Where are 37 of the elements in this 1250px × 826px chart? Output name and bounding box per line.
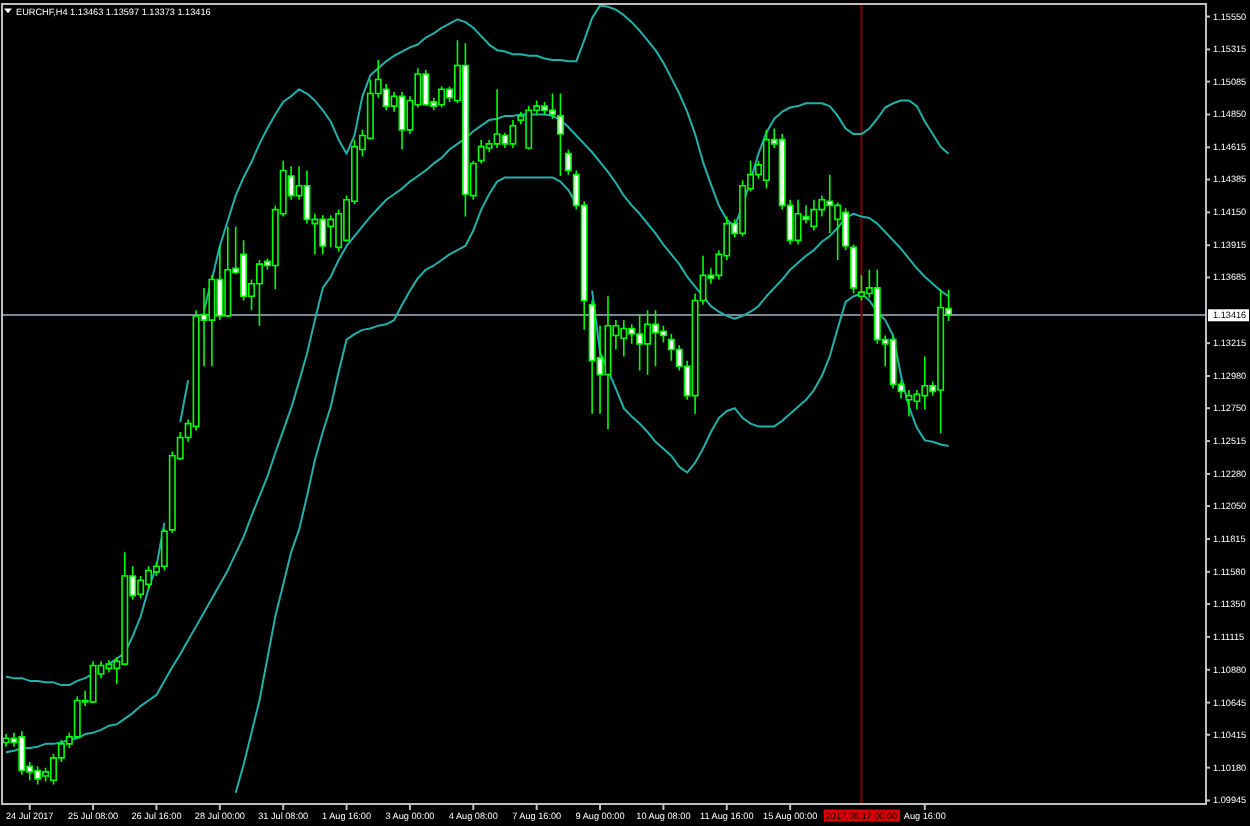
candlestick <box>477 138 485 165</box>
line-series <box>4 113 950 754</box>
candlestick <box>620 319 628 358</box>
candlestick <box>667 333 675 362</box>
candlestick <box>810 199 818 232</box>
candlestick <box>857 274 865 302</box>
candlestick <box>921 355 929 411</box>
candlestick <box>18 730 26 776</box>
candlestick <box>636 313 644 372</box>
candlestick <box>461 42 469 218</box>
candlestick <box>541 101 549 116</box>
candlestick <box>327 214 335 249</box>
candlestick <box>89 660 97 705</box>
candlestick <box>644 309 652 376</box>
candlestick <box>422 68 430 107</box>
candlestick <box>224 225 232 319</box>
candlestick <box>651 309 659 368</box>
candlestick <box>509 119 517 149</box>
candlestick <box>438 85 446 109</box>
candlestick <box>525 105 533 151</box>
candlestick <box>762 129 770 190</box>
candlestick <box>145 565 153 590</box>
candlestick <box>889 334 897 390</box>
candlestick <box>255 259 263 327</box>
candlestick <box>556 92 564 177</box>
candlestick <box>604 295 612 430</box>
candlestick <box>549 92 557 120</box>
candlestick <box>319 214 327 256</box>
candlestick <box>937 288 945 435</box>
candlestick <box>588 299 596 415</box>
candlestick <box>73 695 81 740</box>
candlestick <box>850 243 858 295</box>
candlestick <box>794 199 802 246</box>
candlestick <box>2 733 10 748</box>
candlestick <box>34 765 42 786</box>
candlestick <box>493 88 501 149</box>
candlestick <box>398 91 406 151</box>
